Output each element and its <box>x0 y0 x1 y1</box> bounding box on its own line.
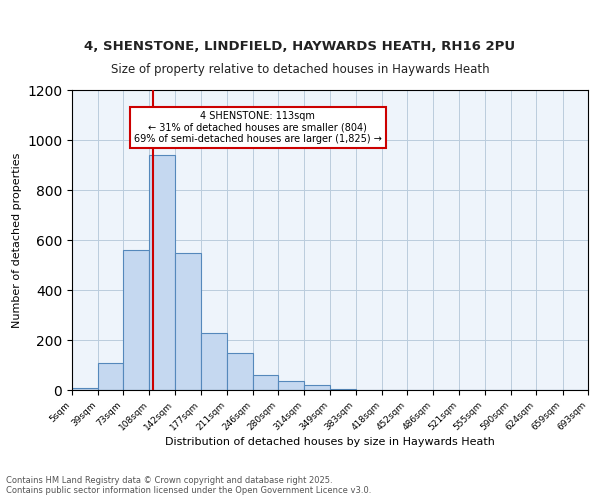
Bar <box>72 388 97 390</box>
Bar <box>304 385 330 390</box>
Bar <box>253 375 278 390</box>
X-axis label: Distribution of detached houses by size in Haywards Heath: Distribution of detached houses by size … <box>165 438 495 448</box>
Text: 4, SHENSTONE, LINDFIELD, HAYWARDS HEATH, RH16 2PU: 4, SHENSTONE, LINDFIELD, HAYWARDS HEATH,… <box>85 40 515 52</box>
Y-axis label: Number of detached properties: Number of detached properties <box>11 152 22 328</box>
Bar <box>227 352 253 390</box>
Bar <box>123 250 149 390</box>
Bar <box>97 362 123 390</box>
Text: 4 SHENSTONE: 113sqm
← 31% of detached houses are smaller (804)
69% of semi-detac: 4 SHENSTONE: 113sqm ← 31% of detached ho… <box>134 111 382 144</box>
Text: Size of property relative to detached houses in Haywards Heath: Size of property relative to detached ho… <box>110 62 490 76</box>
Bar <box>175 252 201 390</box>
Bar <box>201 332 227 390</box>
Bar <box>149 155 175 390</box>
Bar <box>278 381 304 390</box>
Bar <box>330 389 355 390</box>
Text: Contains HM Land Registry data © Crown copyright and database right 2025.
Contai: Contains HM Land Registry data © Crown c… <box>6 476 371 495</box>
